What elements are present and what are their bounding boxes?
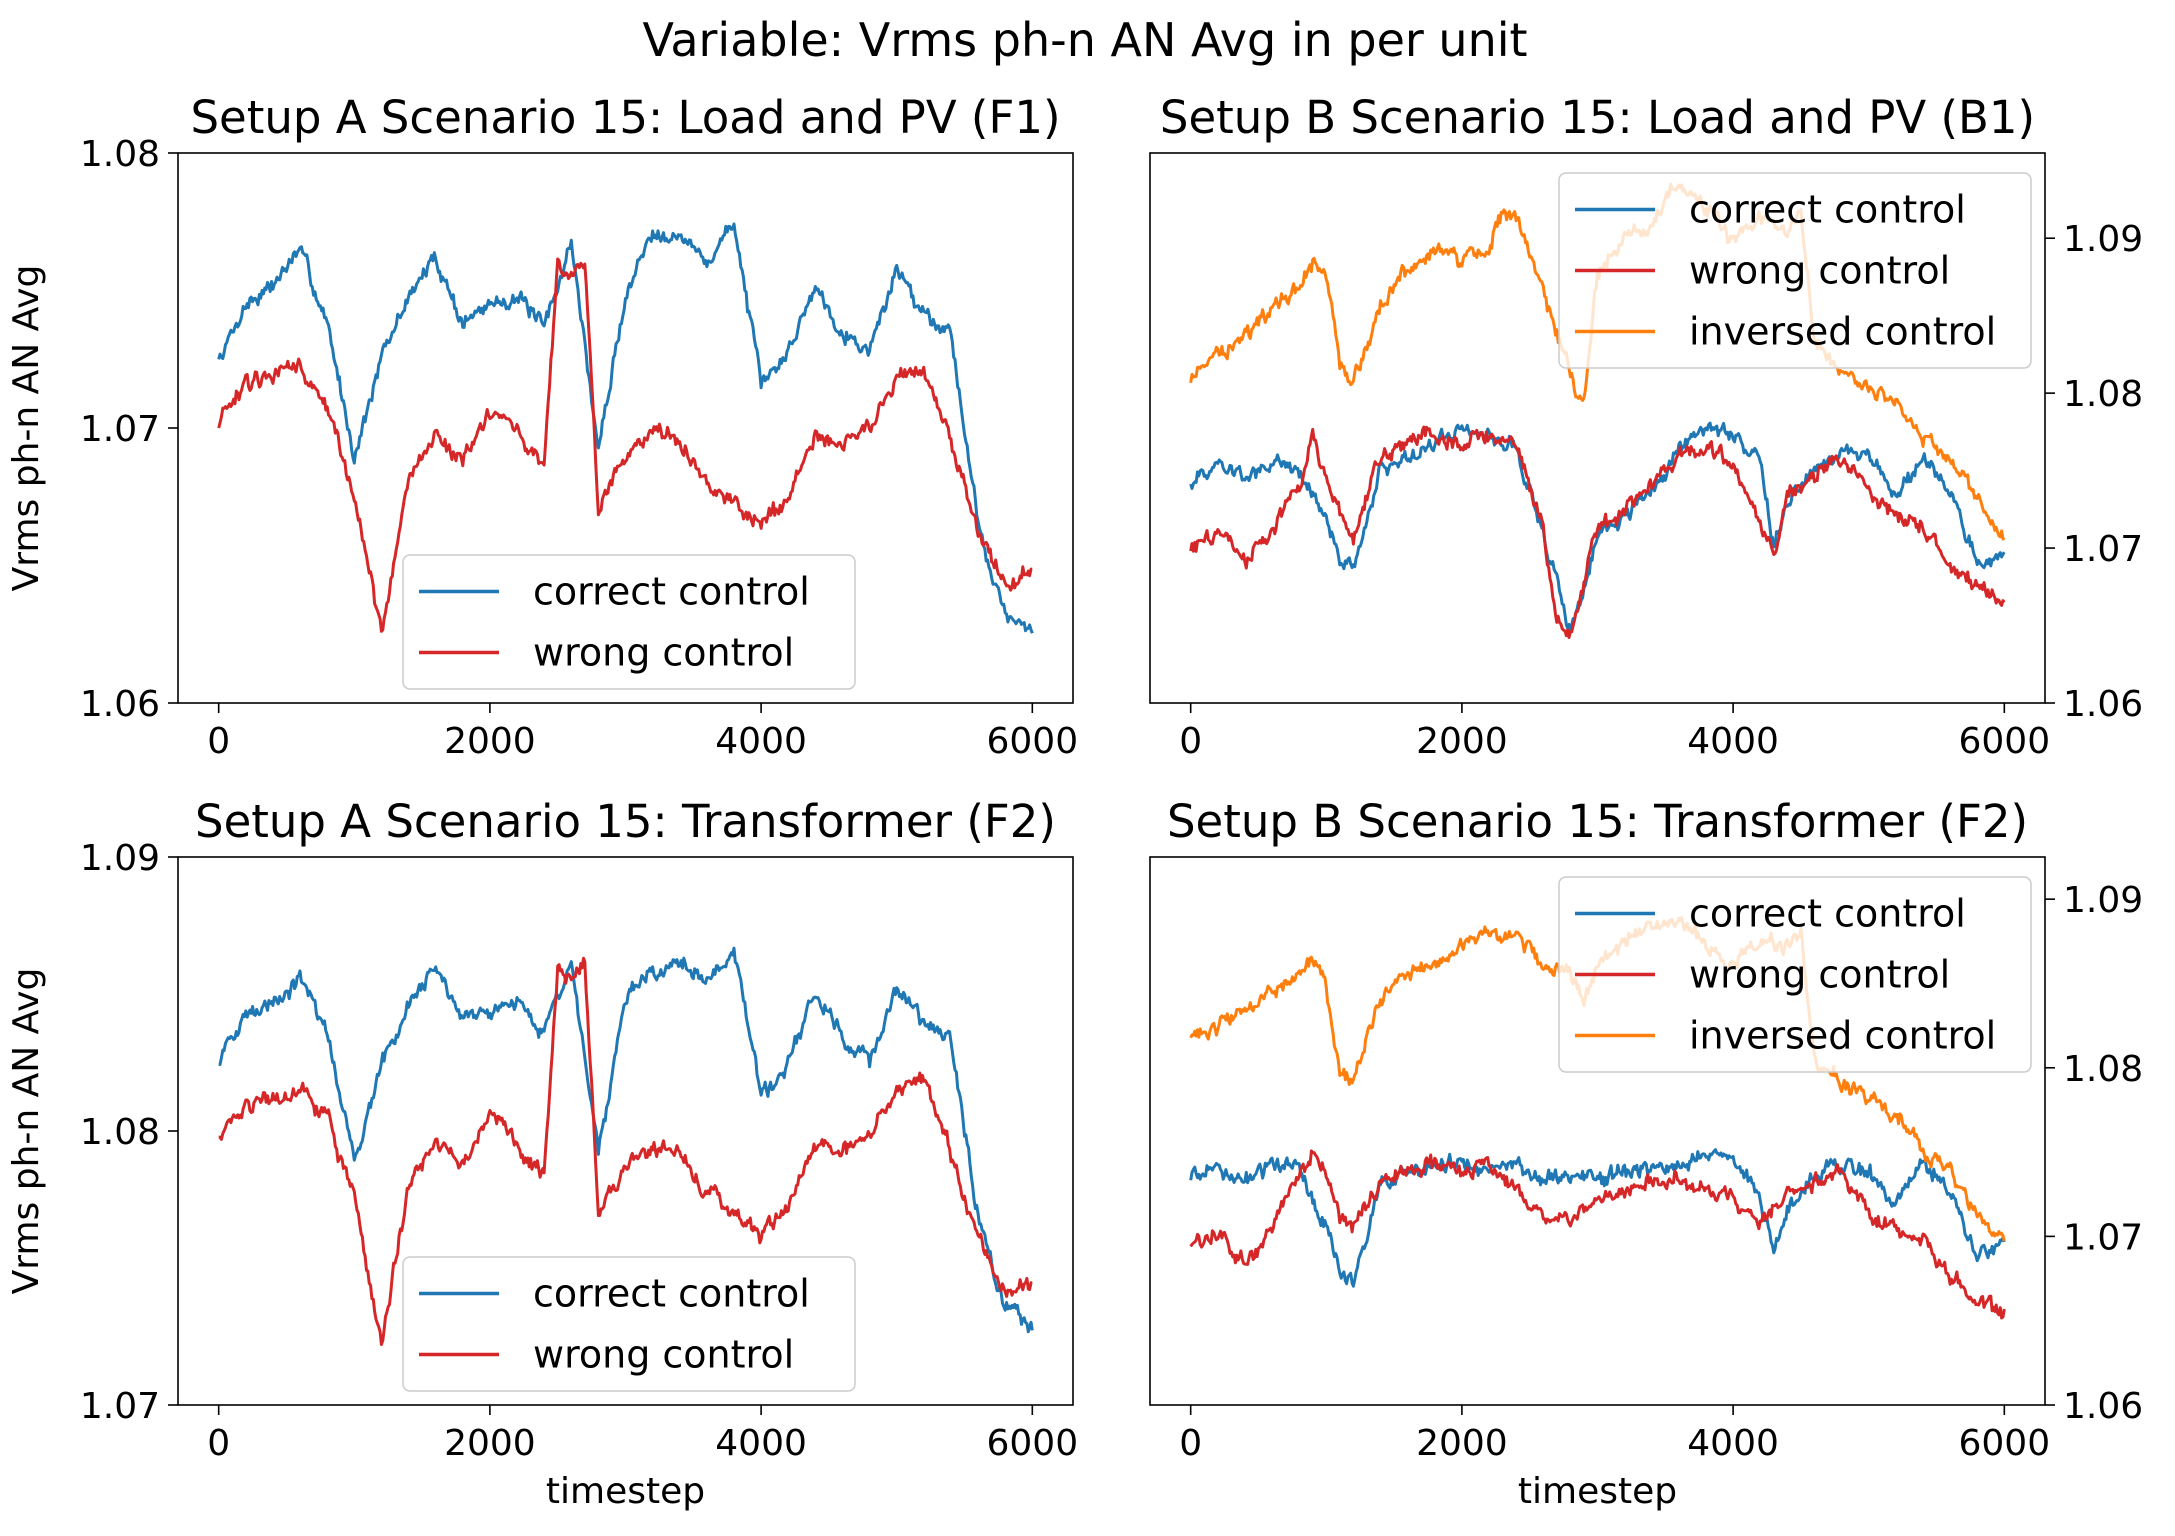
x-tick-label: 0 (1179, 721, 1202, 762)
y-tick-label: 1.08 (80, 1112, 160, 1153)
legend-label: inversed control (1689, 310, 1996, 354)
subplot-title: Setup B Scenario 15: Transformer (F2) (1167, 795, 2028, 848)
y-tick-label: 1.07 (80, 1386, 160, 1427)
series-line-wrong-control (217, 257, 1033, 633)
legend-box (402, 1256, 856, 1392)
y-axis-label: Vrms ph-n AN Avg (6, 265, 47, 592)
x-tick-label: 4000 (715, 721, 807, 762)
x-tick-label: 2000 (444, 1423, 536, 1464)
x-tick-label: 0 (207, 1423, 230, 1464)
legend-label: wrong control (1689, 249, 1950, 293)
subplot-1: Setup A Scenario 15: Load and PV (F1) 0 20… (6, 91, 1078, 762)
y-tick-label: 1.08 (2063, 1049, 2143, 1090)
series-line-wrong-control (218, 956, 1033, 1346)
axes-frame (1149, 856, 2046, 1406)
legend: correct control wrong control (402, 1256, 856, 1392)
series-group (217, 222, 1034, 634)
subplot-2: Setup B Scenario 15: Load and PV (B1) 0 20… (1149, 91, 2143, 762)
legend-label: wrong control (1689, 953, 1950, 997)
series-group (218, 946, 1034, 1346)
series-line-correct-control (1189, 421, 2006, 634)
legend-label: correct control (533, 570, 810, 614)
y-tick-label: 1.06 (80, 684, 160, 725)
legend-box (1558, 876, 2032, 1073)
y-tick-label: 1.08 (2063, 374, 2143, 415)
y-tick-label: 1.09 (80, 838, 160, 879)
x-tick-label: 6000 (1959, 1423, 2051, 1464)
y-tick-label: 1.07 (2063, 529, 2143, 570)
y-tick-label: 1.08 (80, 134, 160, 175)
legend-box (1558, 172, 2032, 369)
x-tick-label: 0 (207, 721, 230, 762)
y-tick-label: 1.09 (2063, 880, 2143, 921)
subplot-title: Setup A Scenario 15: Load and PV (F1) (190, 91, 1060, 144)
series-line-correct-control (1189, 1148, 2006, 1288)
x-axis-label: timestep (1518, 1471, 1677, 1512)
legend-label: wrong control (533, 631, 794, 675)
y-tick-label: 1.07 (80, 409, 160, 450)
x-tick-label: 2000 (444, 721, 536, 762)
subplot-grid: Setup A Scenario 15: Load and PV (F1) 0 20… (6, 91, 2143, 1512)
legend-label: wrong control (533, 1333, 794, 1377)
subplot-title: Setup B Scenario 15: Load and PV (B1) (1160, 91, 2035, 144)
series-line-wrong-control (1189, 425, 2006, 639)
x-tick-label: 4000 (1687, 1423, 1779, 1464)
axes-frame (1149, 152, 2046, 704)
y-tick-label: 1.07 (2063, 1217, 2143, 1258)
legend-box (402, 554, 856, 690)
x-tick-label: 0 (1179, 1423, 1202, 1464)
series-line-correct-control (217, 222, 1034, 634)
x-tick-label: 6000 (987, 1423, 1079, 1464)
legend: correct control wrong control inversed con… (1558, 172, 2032, 369)
subplot-4: Setup B Scenario 15: Transformer (F2) 0 20… (1149, 795, 2143, 1512)
x-tick-label: 2000 (1416, 1423, 1508, 1464)
legend-label: inversed control (1689, 1014, 1996, 1058)
figure-suptitle: Variable: Vrms ph-n AN Avg in per unit (642, 13, 1527, 67)
legend: correct control wrong control (402, 554, 856, 690)
y-axis-label: Vrms ph-n AN Avg (6, 968, 47, 1295)
y-tick-label: 1.06 (2063, 684, 2143, 725)
x-tick-label: 6000 (987, 721, 1079, 762)
x-tick-label: 4000 (1687, 721, 1779, 762)
x-tick-label: 4000 (715, 1423, 807, 1464)
x-tick-label: 6000 (1959, 721, 2051, 762)
subplot-3: Setup A Scenario 15: Transformer (F2) 0 20… (6, 795, 1078, 1512)
y-tick-label: 1.06 (2063, 1386, 2143, 1427)
y-tick-label: 1.09 (2063, 219, 2143, 260)
x-axis-label: timestep (546, 1471, 705, 1512)
series-line-wrong-control (1189, 1149, 2006, 1320)
legend-label: correct control (533, 1272, 810, 1316)
series-line-correct-control (218, 946, 1034, 1334)
legend-label: correct control (1689, 188, 1966, 232)
subplot-title: Setup A Scenario 15: Transformer (F2) (195, 795, 1056, 848)
legend-label: correct control (1689, 892, 1966, 936)
x-tick-label: 2000 (1416, 721, 1508, 762)
legend: correct control wrong control inversed con… (1558, 876, 2032, 1073)
